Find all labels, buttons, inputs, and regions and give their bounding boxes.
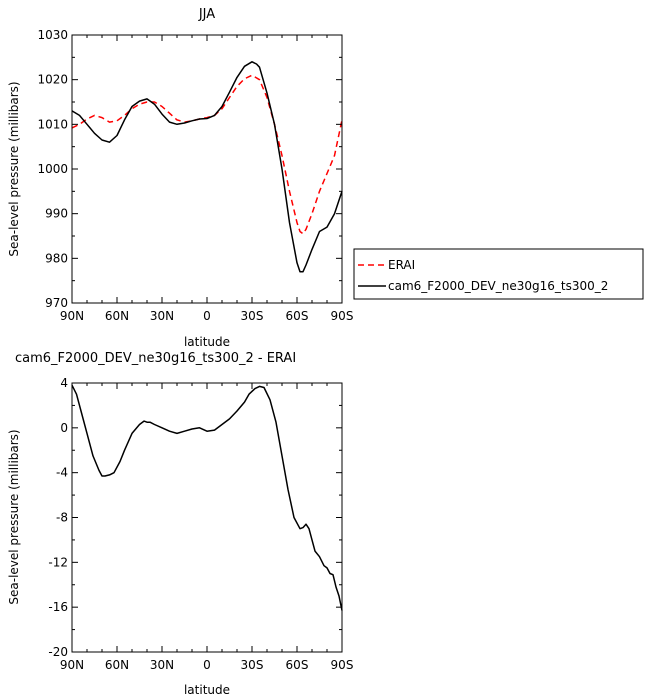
top-x-tick-label: 90S (331, 309, 354, 323)
top-chart-title: JJA (198, 7, 215, 22)
panel-top-sea-level-pressure: JJA 90N 60N 30N 0 30S 60S 90S 970 980 990 1000 1010… (7, 7, 353, 349)
bottom-y-tick-label: 4 (60, 376, 68, 390)
top-y-tick-label: 980 (45, 251, 68, 265)
bottom-x-tick-label: 90N (60, 658, 84, 672)
top-y-tick-label: 990 (45, 207, 68, 221)
top-x-axis-label: latitude (184, 335, 230, 349)
bottom-y-tick-label: -16 (48, 600, 68, 614)
top-x-tick-label: 30N (150, 309, 174, 323)
top-y-tick-label: 970 (45, 296, 68, 310)
legend-cam6-label: cam6_F2000_DEV_ne30g16_ts300_2 (388, 279, 608, 293)
bottom-y-tick-label: 0 (60, 421, 68, 435)
bottom-series-difference-line (71, 384, 343, 611)
legend-box (353, 248, 644, 300)
panel-bottom-difference: cam6_F2000_DEV_ne30g16_ts300_2 - ERAI 90… (7, 351, 353, 697)
bottom-y-tick-label: -4 (56, 466, 68, 480)
bottom-y-axis-label: Sea-level pressure (millibars) (7, 429, 21, 604)
bottom-x-axis-label: latitude (184, 683, 230, 697)
top-y-tick-label: 1020 (37, 73, 68, 87)
top-x-tick-label: 60S (286, 309, 309, 323)
bottom-x-tick-label: 60N (105, 658, 129, 672)
bottom-y-tick-label: -20 (48, 645, 68, 659)
bottom-y-tick-label: -12 (48, 555, 68, 569)
bottom-x-tick-label: 30S (241, 658, 264, 672)
top-plot-frame (71, 34, 343, 304)
bottom-x-tick-label: 30N (150, 658, 174, 672)
top-y-tick-label: 1000 (37, 162, 68, 176)
bottom-chart-title: cam6_F2000_DEV_ne30g16_ts300_2 - ERAI (15, 351, 296, 366)
top-y-tick-label: 1010 (37, 117, 68, 131)
top-x-tick-label: 60N (105, 309, 129, 323)
top-x-tick-label: 30S (241, 309, 264, 323)
top-series-erai-line (71, 74, 343, 235)
bottom-plot-frame (71, 382, 343, 653)
top-y-tick-label: 1030 (37, 28, 68, 42)
bottom-x-tick-label: 60S (286, 658, 309, 672)
legend: ERAI cam6_F2000_DEV_ne30g16_ts300_2 (353, 248, 644, 300)
top-y-axis-label: Sea-level pressure (millibars) (7, 81, 21, 256)
legend-erai-label: ERAI (388, 258, 415, 272)
top-x-tick-label: 90N (60, 309, 84, 323)
bottom-x-tick-label: 90S (331, 658, 354, 672)
top-x-tick-label: 0 (203, 309, 211, 323)
bottom-y-tick-label: -8 (56, 511, 68, 525)
bottom-x-tick-label: 0 (203, 658, 211, 672)
top-series-cam6-f2000-dev-ne30g16-ts300-2-line (71, 61, 343, 273)
